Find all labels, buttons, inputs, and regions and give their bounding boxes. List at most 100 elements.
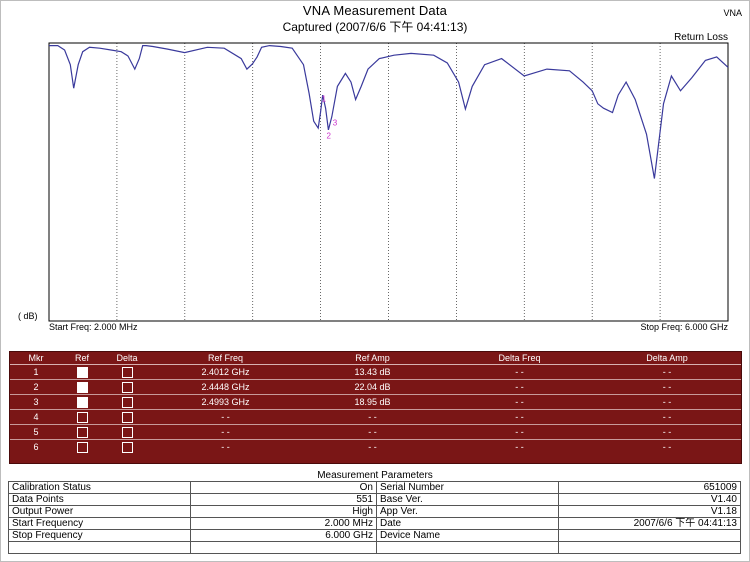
ref-checkbox[interactable] — [76, 411, 88, 423]
param-label: Output Power — [8, 505, 191, 518]
delta-amp-value: - - — [593, 394, 741, 410]
param-label: Date — [376, 517, 559, 530]
ref-cell — [62, 394, 102, 410]
ref-amp-value: - - — [299, 409, 446, 425]
col-ref: Ref — [62, 352, 102, 365]
ref-freq-value: 2.4448 GHz — [152, 379, 299, 395]
delta-checkbox[interactable] — [121, 441, 133, 453]
param-value: 651009 — [558, 481, 741, 494]
col-delta-freq: Delta Freq — [446, 352, 593, 365]
ref-amp-value: - - — [299, 439, 446, 454]
param-value: V1.18 — [558, 505, 741, 518]
param-label — [8, 541, 191, 554]
ref-cell — [62, 364, 102, 380]
param-label: Serial Number — [376, 481, 559, 494]
delta-checkbox[interactable] — [121, 426, 133, 438]
col-delta: Delta — [102, 352, 152, 365]
ref-freq-value: 2.4012 GHz — [152, 364, 299, 380]
chart-title: Return Loss — [674, 32, 728, 43]
plot-border — [48, 42, 729, 322]
delta-cell — [102, 364, 152, 380]
ref-cell — [62, 379, 102, 395]
marker-label: 3 — [333, 118, 338, 127]
param-value: 2.000 MHz — [190, 517, 377, 530]
marker-label: 2 — [327, 132, 332, 141]
delta-freq-value: - - — [446, 409, 593, 425]
marker-number: 1 — [10, 364, 62, 380]
params-title: Measurement Parameters — [317, 470, 433, 481]
capture-timestamp: Captured (2007/6/6 下午 04:41:13) — [282, 20, 468, 34]
marker-number: 4 — [10, 409, 62, 425]
marker-row: 3 2.4993 GHz 18.95 dB - -- - — [10, 394, 741, 410]
ref-amp-value: 22.04 dB — [299, 379, 446, 395]
return-loss-chart: Return Loss ( dB) Start Freq: 2.000 MHz … — [18, 32, 729, 332]
delta-checkbox[interactable] — [121, 381, 133, 393]
param-value: 551 — [190, 493, 377, 506]
delta-amp-value: - - — [593, 379, 741, 395]
marker-label: 1 — [322, 94, 327, 103]
delta-freq-value: - - — [446, 439, 593, 454]
delta-checkbox[interactable] — [121, 366, 133, 378]
delta-freq-value: - - — [446, 394, 593, 410]
marker-row: 2 2.4448 GHz 22.04 dB - -- - — [10, 379, 741, 395]
delta-freq-value: - - — [446, 379, 593, 395]
marker-group: 1 23 — [322, 94, 338, 140]
delta-amp-value: - - — [593, 439, 741, 454]
delta-checkbox[interactable] — [121, 396, 133, 408]
marker-row: 5- -- -- -- - — [10, 424, 741, 440]
start-freq-label: Start Freq: 2.000 MHz — [49, 322, 138, 332]
param-label: App Ver. — [376, 505, 559, 518]
y-axis-label: ( dB) — [18, 311, 38, 321]
delta-cell — [102, 409, 152, 425]
ref-amp-value: 18.95 dB — [299, 394, 446, 410]
ref-cell — [62, 439, 102, 454]
param-row: Stop Frequency 6.000 GHz Device Name — [8, 529, 741, 542]
brand-label: VNA — [723, 8, 742, 18]
param-row: Start Frequency 2.000 MHz Date 2007/6/6 下午 … — [8, 517, 741, 530]
marker-number: 3 — [10, 394, 62, 410]
ref-amp-value: 13.43 dB — [299, 364, 446, 380]
marker-row: 1 2.4012 GHz 13.43 dB - -- - — [10, 364, 741, 380]
param-label: Device Name — [376, 529, 559, 542]
delta-cell — [102, 439, 152, 454]
marker-table-panel: Mkr Ref Delta Ref Freq Ref Amp Delta Fre… — [9, 351, 742, 464]
param-value: 6.000 GHz — [190, 529, 377, 542]
param-value: 2007/6/6 下午 04:41:13 — [558, 517, 741, 530]
delta-freq-value: - - — [446, 364, 593, 380]
return-loss-trace — [49, 44, 729, 179]
delta-cell — [102, 394, 152, 410]
col-delta-amp: Delta Amp — [593, 352, 741, 365]
param-value — [558, 529, 741, 542]
param-row — [8, 541, 741, 554]
stop-freq-label: Stop Freq: 6.000 GHz — [640, 322, 728, 332]
param-value — [190, 541, 377, 554]
param-label — [376, 541, 559, 554]
ref-cell — [62, 409, 102, 425]
param-row: Data Points 551 Base Ver. V1.40 — [8, 493, 741, 506]
col-mkr: Mkr — [10, 352, 62, 365]
ref-checkbox[interactable] — [76, 426, 88, 438]
delta-cell — [102, 424, 152, 440]
param-label: Data Points — [8, 493, 191, 506]
ref-freq-value: - - — [152, 439, 299, 454]
marker-table: Mkr Ref Delta Ref Freq Ref Amp Delta Fre… — [10, 352, 741, 454]
ref-checkbox[interactable] — [76, 441, 88, 453]
ref-freq-value: - - — [152, 424, 299, 440]
ref-freq-value: - - — [152, 409, 299, 425]
delta-checkbox[interactable] — [121, 411, 133, 423]
delta-amp-value: - - — [593, 364, 741, 380]
marker-row: 6- -- -- -- - — [10, 439, 741, 454]
param-row: Output Power High App Ver. V1.18 — [8, 505, 741, 518]
param-label: Base Ver. — [376, 493, 559, 506]
ref-checkbox[interactable] — [76, 396, 88, 408]
ref-checkbox[interactable] — [76, 366, 88, 378]
marker-number: 5 — [10, 424, 62, 440]
ref-freq-value: 2.4993 GHz — [152, 394, 299, 410]
param-value: On — [190, 481, 377, 494]
chart-grid — [116, 43, 661, 321]
delta-amp-value: - - — [593, 424, 741, 440]
col-ref-freq: Ref Freq — [152, 352, 299, 365]
ref-checkbox[interactable] — [76, 381, 88, 393]
col-ref-amp: Ref Amp — [299, 352, 446, 365]
param-label: Calibration Status — [8, 481, 191, 494]
